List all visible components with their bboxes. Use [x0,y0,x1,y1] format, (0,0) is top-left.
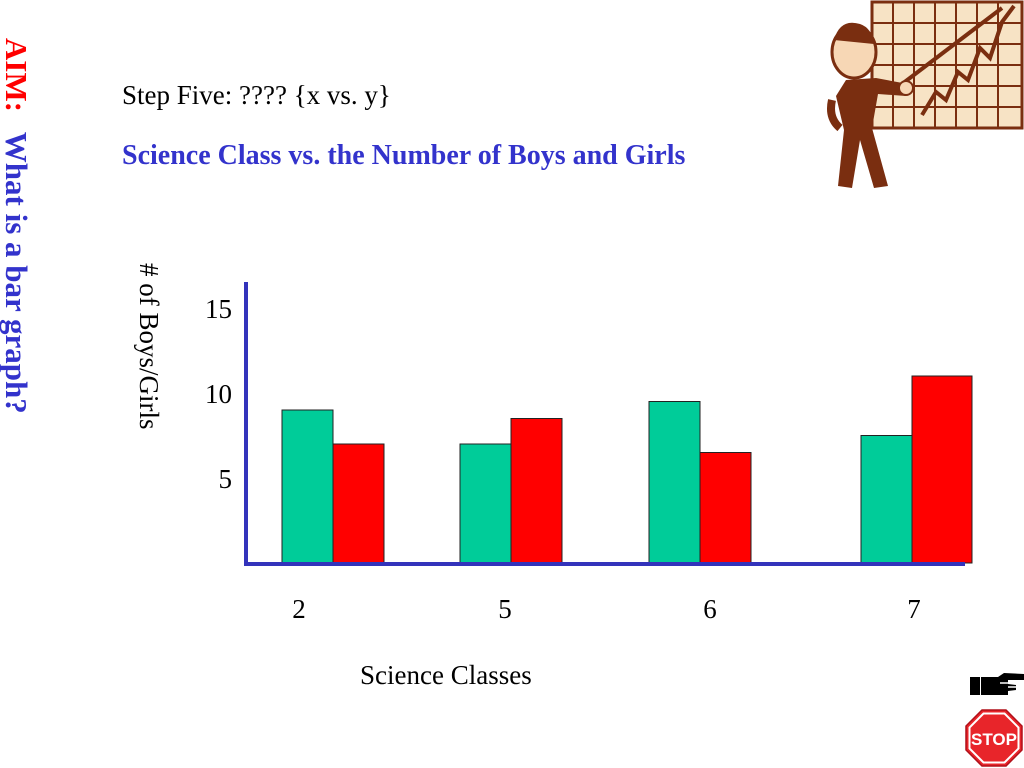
stop-text: STOP [971,730,1017,749]
bar-red-class-7 [911,375,973,564]
y-axis-label: # of Boys/Girls [134,263,164,430]
y-tick-label: 10 [205,379,232,409]
teacher-icon [827,0,1024,188]
pointing-hand-icon[interactable] [968,672,1024,698]
bar-red-class-6 [699,452,752,564]
y-tick-label: 15 [205,294,232,324]
bar-green-class-2 [281,409,334,564]
y-tick-label: 5 [219,464,233,494]
stop-sign-icon[interactable]: STOP [964,708,1024,768]
step-text: Step Five: ???? {x vs. y} [122,80,391,110]
x-axis-label: Science Classes [360,660,532,690]
x-tick-label: 2 [292,594,306,624]
bar-green-class-5 [459,443,512,564]
bar-red-class-2 [332,443,385,564]
bar-red-class-5 [510,418,563,564]
x-tick-label: 5 [498,594,512,624]
slide-subtitle: Science Class vs. the Number of Boys and… [122,140,686,171]
bar-green-class-6 [648,401,701,564]
x-tick-label: 6 [703,594,717,624]
x-tick-label: 7 [907,594,921,624]
bar-green-class-7 [860,435,913,564]
